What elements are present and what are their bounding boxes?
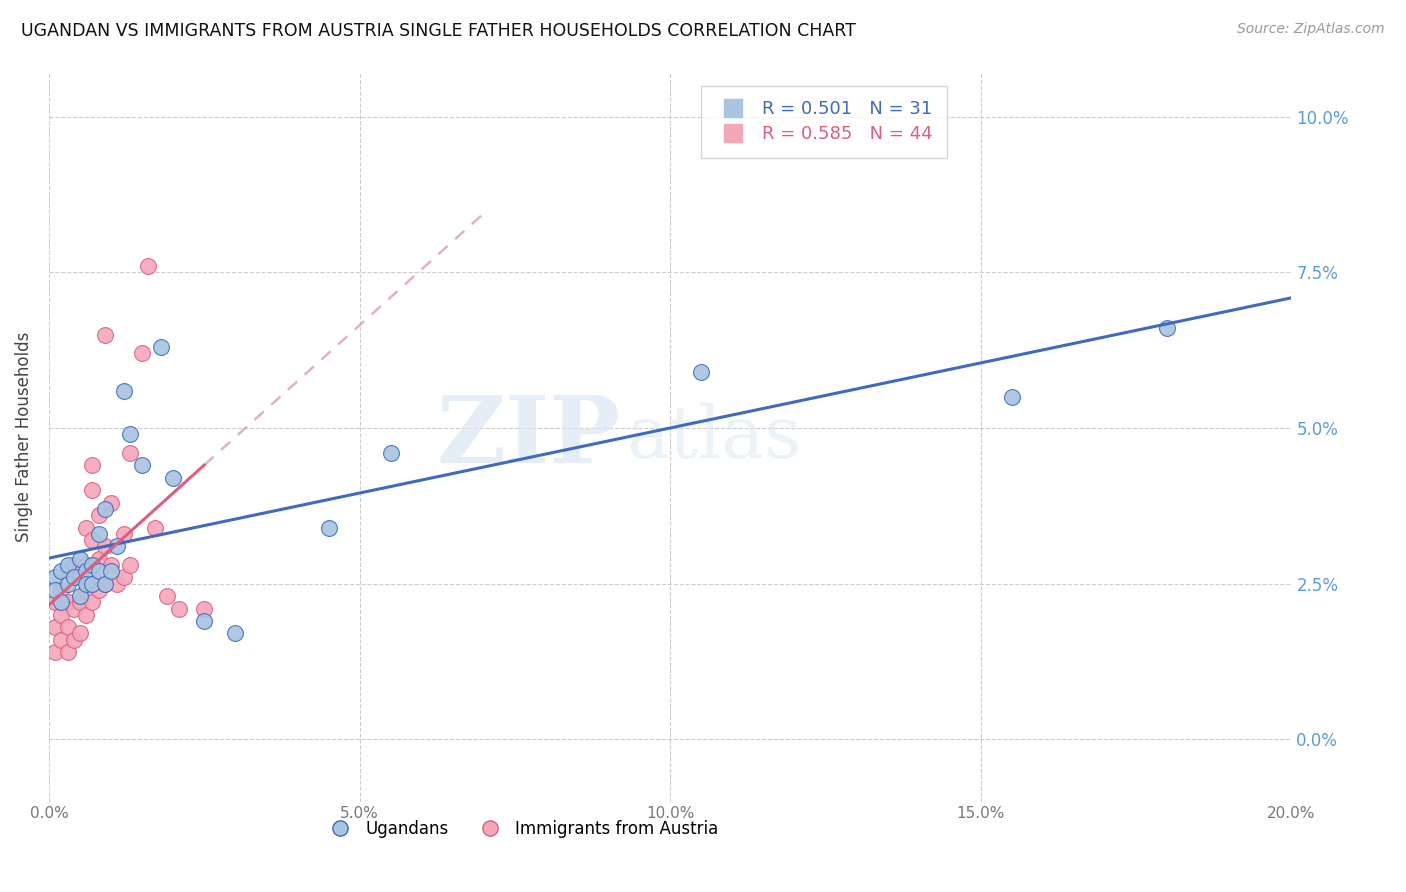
Point — [51, 595, 73, 609]
Point — [44, 595, 66, 609]
Point — [82, 570, 104, 584]
Point — [94, 539, 117, 553]
Point — [112, 570, 135, 584]
Point — [94, 576, 117, 591]
Point — [75, 564, 97, 578]
Text: UGANDAN VS IMMIGRANTS FROM AUSTRIA SINGLE FATHER HOUSEHOLDS CORRELATION CHART: UGANDAN VS IMMIGRANTS FROM AUSTRIA SINGL… — [21, 22, 856, 40]
Point — [143, 520, 166, 534]
Point — [149, 340, 172, 354]
Point — [44, 570, 66, 584]
Point — [51, 564, 73, 578]
Point — [63, 632, 86, 647]
Point — [118, 427, 141, 442]
Point — [56, 558, 79, 572]
Point — [131, 458, 153, 473]
Point — [87, 508, 110, 522]
Point — [118, 446, 141, 460]
Point — [100, 564, 122, 578]
Point — [82, 595, 104, 609]
Point — [75, 582, 97, 597]
Point — [87, 551, 110, 566]
Point — [112, 526, 135, 541]
Point — [82, 576, 104, 591]
Point — [82, 458, 104, 473]
Point — [94, 327, 117, 342]
Point — [75, 558, 97, 572]
Point — [82, 533, 104, 547]
Text: ZIP: ZIP — [436, 392, 620, 483]
Point — [56, 620, 79, 634]
Point — [224, 626, 246, 640]
Point — [63, 601, 86, 615]
Point — [94, 576, 117, 591]
Point — [87, 564, 110, 578]
Point — [690, 365, 713, 379]
Point — [193, 614, 215, 628]
Point — [162, 471, 184, 485]
Y-axis label: Single Father Households: Single Father Households — [15, 332, 32, 542]
Point — [56, 645, 79, 659]
Point — [118, 558, 141, 572]
Point — [56, 595, 79, 609]
Point — [69, 570, 91, 584]
Point — [87, 526, 110, 541]
Point — [169, 601, 191, 615]
Point — [75, 520, 97, 534]
Point — [51, 632, 73, 647]
Point — [156, 589, 179, 603]
Point — [63, 558, 86, 572]
Point — [94, 502, 117, 516]
Point — [51, 607, 73, 622]
Point — [82, 558, 104, 572]
Point — [193, 601, 215, 615]
Point — [1156, 321, 1178, 335]
Point — [44, 620, 66, 634]
Point — [51, 582, 73, 597]
Point — [69, 595, 91, 609]
Point — [105, 539, 128, 553]
Point — [56, 564, 79, 578]
Point — [138, 259, 160, 273]
Point — [69, 589, 91, 603]
Point — [100, 558, 122, 572]
Point — [131, 346, 153, 360]
Point — [44, 582, 66, 597]
Legend: Ugandans, Immigrants from Austria: Ugandans, Immigrants from Austria — [316, 813, 725, 844]
Point — [380, 446, 402, 460]
Point — [112, 384, 135, 398]
Point — [105, 576, 128, 591]
Point — [75, 607, 97, 622]
Point — [87, 582, 110, 597]
Point — [75, 576, 97, 591]
Text: Source: ZipAtlas.com: Source: ZipAtlas.com — [1237, 22, 1385, 37]
Point — [44, 645, 66, 659]
Point — [56, 576, 79, 591]
Point — [318, 520, 340, 534]
Point — [69, 551, 91, 566]
Point — [1001, 390, 1024, 404]
Point — [100, 496, 122, 510]
Point — [63, 570, 86, 584]
Point — [69, 626, 91, 640]
Point — [82, 483, 104, 498]
Text: atlas: atlas — [627, 402, 801, 473]
